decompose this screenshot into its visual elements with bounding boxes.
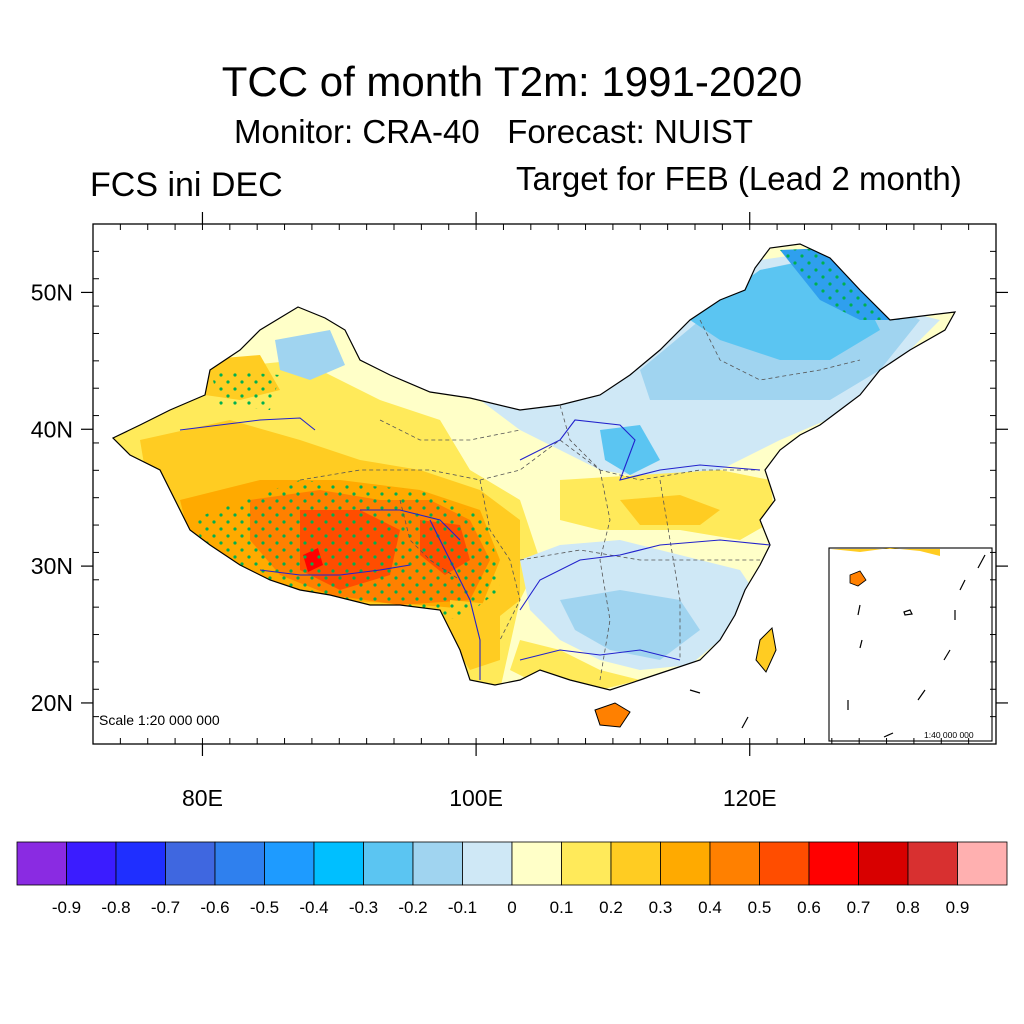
chart-subtitle: Monitor: CRA-40 Forecast: NUIST (234, 113, 753, 150)
colorbar-label: -0.2 (398, 898, 427, 917)
colorbar-swatch (462, 841, 513, 886)
colorbar-label: 0.5 (748, 898, 772, 917)
colorbar-label: -0.5 (250, 898, 279, 917)
colorbar-swatch (561, 841, 612, 886)
target-label: Target for FEB (Lead 2 month) (516, 160, 962, 197)
colorbar-swatch (264, 841, 315, 886)
colorbar-label: -0.8 (101, 898, 130, 917)
colorbar-swatch (165, 841, 216, 886)
colorbar-swatch (214, 841, 265, 886)
colorbar: -0.9 -0.8 -0.7 -0.6 -0.5 -0.4 -0.3 -0.2 -0.1 0 0.1… (16, 841, 1008, 917)
rivers (179, 417, 771, 680)
colorbar-label: 0 (507, 898, 516, 917)
lon-tick-label: 80E (182, 785, 223, 811)
colorbar-swatch (808, 841, 859, 886)
colorbar-swatch (957, 841, 1008, 886)
colorbar-label: 0.9 (946, 898, 970, 917)
province-boundaries (299, 319, 861, 681)
colorbar-label: 0.8 (896, 898, 920, 917)
colorbar-label: 0.7 (847, 898, 871, 917)
init-label: FCS ini DEC (90, 166, 283, 204)
colorbar-swatch (16, 841, 67, 886)
colorbar-label: -0.3 (349, 898, 378, 917)
chart-title: TCC of month T2m: 1991-2020 (221, 58, 803, 105)
colorbar-label: 0.1 (550, 898, 574, 917)
colorbar-swatch (313, 841, 364, 886)
colorbar-swatch (858, 841, 909, 886)
china-border (111, 243, 957, 691)
colorbar-label: 0.6 (797, 898, 821, 917)
colorbar-label: 0.2 (599, 898, 623, 917)
south-china-sea-inset (828, 547, 993, 742)
colorbar-label: -0.9 (52, 898, 81, 917)
inset-scale-label: 1:40 000 000 (924, 730, 974, 740)
map-axes: 20N 30N 40N 50N 80E 100E 120E (31, 212, 1008, 811)
lat-tick-label: 30N (31, 553, 73, 579)
lat-tick-label: 50N (31, 279, 73, 305)
colorbar-swatch (759, 841, 810, 886)
hainan-island (594, 702, 631, 728)
lat-tick-label: 20N (31, 690, 73, 716)
colorbar-swatch (610, 841, 661, 886)
coast-islands (689, 689, 749, 729)
colorbar-swatch (907, 841, 958, 886)
colorbar-swatch (511, 841, 562, 886)
colorbar-label: -0.7 (151, 898, 180, 917)
colorbar-swatch (115, 841, 166, 886)
lon-tick-label: 100E (449, 785, 503, 811)
colorbar-swatch (709, 841, 760, 886)
colorbar-label: -0.1 (448, 898, 477, 917)
taiwan-island (755, 626, 777, 673)
colorbar-swatch (363, 841, 414, 886)
colorbar-label: -0.6 (200, 898, 229, 917)
colorbar-swatch (412, 841, 463, 886)
colorbar-label: -0.4 (299, 898, 328, 917)
colorbar-label: 0.4 (698, 898, 722, 917)
lon-tick-label: 120E (723, 785, 777, 811)
colorbar-swatch (660, 841, 711, 886)
main-scale-label: Scale 1:20 000 000 (99, 712, 220, 728)
colorbar-label: 0.3 (649, 898, 673, 917)
lat-tick-label: 40N (31, 416, 73, 442)
colorbar-swatch (66, 841, 117, 886)
